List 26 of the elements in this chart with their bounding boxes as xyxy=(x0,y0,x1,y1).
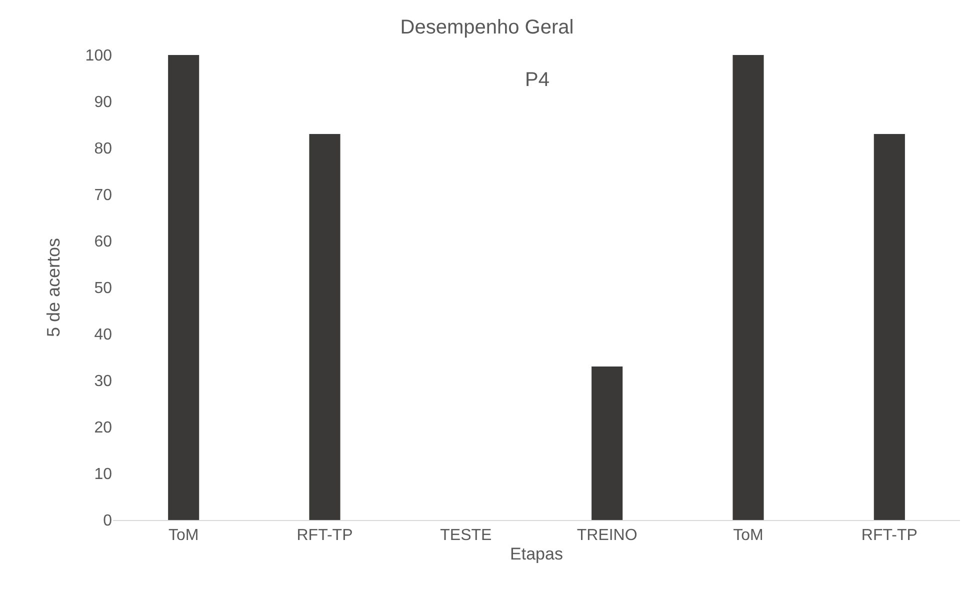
text: P4 xyxy=(525,69,550,91)
x-tick-label: TESTE xyxy=(440,527,492,544)
x-tick-label: TREINO xyxy=(576,527,638,544)
y-tick-label: 80 xyxy=(94,140,112,158)
y-tick-label: 20 xyxy=(94,420,112,437)
y-tick-label: 90 xyxy=(94,94,112,112)
x-tick-label: RFT-TP xyxy=(861,527,918,544)
y-axis-title: 5 de acertos xyxy=(43,238,64,338)
x-tick-label: ToM xyxy=(733,527,764,544)
y-tick-label: 0 xyxy=(103,512,112,530)
y-tick-label: 10 xyxy=(94,466,112,484)
bar xyxy=(592,366,623,520)
bar xyxy=(874,134,905,520)
y-tick-label: 50 xyxy=(94,280,112,298)
y-tick-label: 70 xyxy=(94,187,112,204)
x-tick-label: RFT-TP xyxy=(296,527,353,544)
chart-title: Desempenho Geral xyxy=(400,16,574,39)
y-tick-label: 60 xyxy=(94,234,112,251)
bar xyxy=(309,134,340,520)
y-tick-label: 30 xyxy=(94,373,112,390)
y-tick-label: 40 xyxy=(94,326,112,344)
y-tick-label: 100 xyxy=(85,48,112,65)
bar xyxy=(732,55,764,520)
bar xyxy=(168,55,200,520)
x-axis-title: Etapas xyxy=(510,544,563,564)
x-tick-label: ToM xyxy=(168,527,199,544)
